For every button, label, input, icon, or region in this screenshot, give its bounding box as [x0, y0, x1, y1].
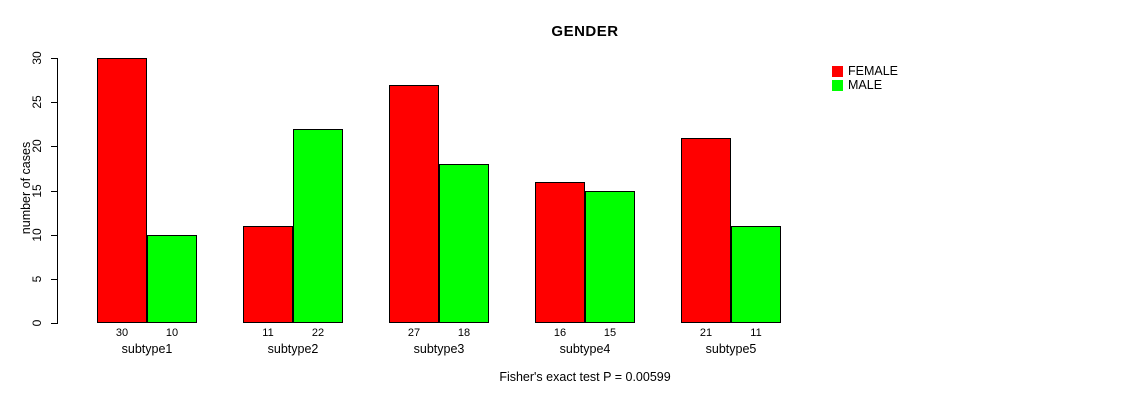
category-label-subtype1: subtype1: [121, 342, 173, 356]
y-tick-label: 20: [30, 139, 44, 154]
bar-male-subtype4: [585, 190, 635, 323]
bar-male-subtype2: [293, 128, 343, 323]
y-tick-mark: [51, 278, 58, 280]
bar-value-label: 27: [407, 327, 421, 339]
category-label-subtype2: subtype2: [267, 342, 319, 356]
bar-value-label: 11: [750, 327, 762, 339]
y-tick-mark: [51, 190, 58, 192]
legend-item-male: MALE: [832, 79, 898, 92]
legend-item-female: FEMALE: [832, 65, 898, 78]
chart-title: GENDER: [551, 23, 619, 40]
y-tick-label: 15: [30, 183, 44, 198]
bar-value-label: 16: [553, 327, 567, 339]
bar-male-subtype1: [147, 234, 197, 323]
y-tick-label: 10: [30, 227, 44, 242]
y-tick-label: 5: [30, 275, 44, 283]
bar-value-label: 15: [603, 327, 617, 339]
y-tick-label: 0: [30, 319, 44, 327]
legend-label-female: FEMALE: [848, 64, 899, 78]
bar-female-subtype4: [535, 181, 585, 323]
bar-value-label: 10: [165, 327, 179, 339]
y-tick-label: 25: [30, 95, 44, 109]
legend: FEMALE MALE: [832, 65, 898, 92]
y-tick-mark: [51, 234, 58, 236]
bar-value-label: 30: [115, 327, 129, 339]
bar-male-subtype5: [731, 225, 781, 323]
legend-swatch-female: [832, 66, 843, 77]
bar-value-label: 18: [457, 327, 471, 339]
category-label-subtype4: subtype4: [559, 342, 611, 356]
bar-female-subtype1: [97, 58, 147, 323]
y-tick-label: 30: [30, 51, 44, 65]
bar-male-subtype3: [439, 164, 489, 323]
bar-value-label: 22: [311, 327, 325, 339]
legend-swatch-male: [832, 80, 843, 91]
legend-label-male: MALE: [848, 78, 883, 92]
bar-value-label: 21: [699, 327, 713, 339]
y-tick-mark: [51, 58, 58, 59]
y-tick-mark: [51, 323, 58, 324]
category-label-subtype5: subtype5: [705, 342, 757, 356]
bar-female-subtype2: [243, 225, 293, 323]
y-tick-mark: [51, 102, 58, 104]
category-label-subtype3: subtype3: [413, 342, 465, 356]
bar-female-subtype5: [681, 137, 731, 323]
fisher-test-caption: Fisher's exact test P = 0.00599: [499, 370, 671, 384]
bar-value-label: 11: [262, 327, 274, 339]
bar-female-subtype3: [389, 84, 439, 323]
y-tick-mark: [51, 146, 58, 148]
